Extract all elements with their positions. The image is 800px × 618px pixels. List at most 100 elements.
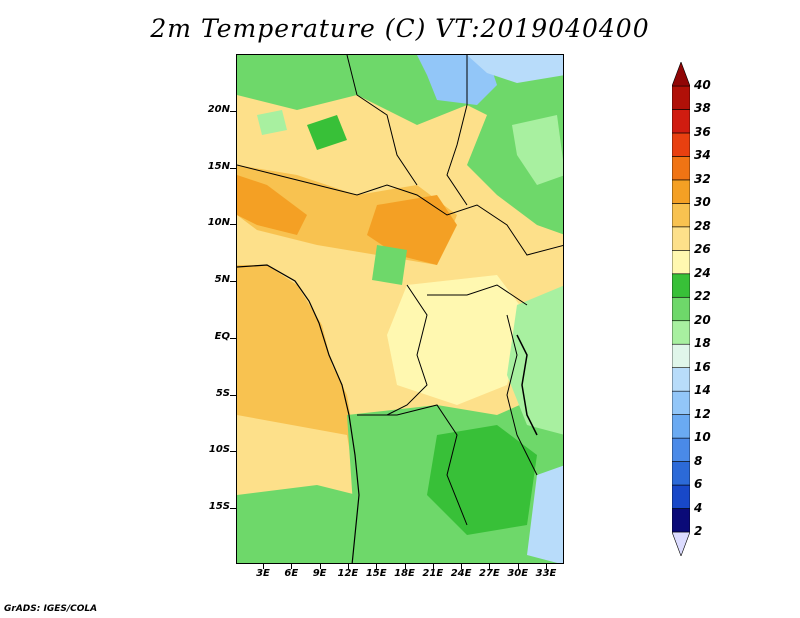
cameroon-highlands-patch	[372, 245, 407, 285]
colorbar-segment	[672, 109, 690, 134]
border-south	[357, 404, 468, 526]
colorbar-min-triangle	[672, 531, 690, 556]
colorbar-segment	[672, 179, 690, 204]
colorbar-segment	[672, 226, 690, 251]
border-central-1	[386, 284, 428, 416]
colorbar-segment	[672, 85, 690, 110]
southeast-cool-region	[527, 465, 563, 563]
north-east-cool-region	[467, 55, 563, 83]
lon-tick-mark	[404, 564, 406, 569]
colorbar-label: 24	[694, 265, 711, 280]
temperature-map	[236, 54, 564, 564]
colorbar-label: 28	[694, 218, 711, 233]
lon-tick-label: 24E	[450, 568, 472, 579]
colorbar-label: 14	[694, 383, 711, 398]
lon-tick-mark	[263, 564, 264, 569]
colorbar-segment	[672, 367, 690, 392]
lat-tick-mark	[230, 451, 236, 453]
colorbar-segment	[672, 132, 690, 157]
lat-tick-label: 5N	[214, 274, 230, 286]
lat-tick-mark	[230, 224, 236, 226]
lat-tick-label: 5S	[215, 387, 230, 399]
lon-tick-mark	[347, 564, 349, 569]
lon-tick-label: 18E	[394, 568, 415, 579]
coastline	[237, 264, 360, 563]
colorbar-label: 20	[694, 312, 711, 327]
colorbar-label: 22	[694, 289, 711, 304]
colorbar-label: 10	[694, 430, 711, 445]
lon-tick-mark	[291, 564, 293, 569]
colorbar-label: 4	[694, 500, 703, 515]
colorbar-label: 34	[694, 148, 711, 163]
lat-tick-mark	[230, 507, 236, 509]
lon-tick-mark	[517, 564, 519, 569]
colorbar-max-triangle	[672, 62, 690, 87]
lake-tanganyika	[516, 334, 538, 436]
colorbar-segment	[672, 390, 690, 415]
colorbar-label: 26	[694, 242, 711, 257]
colorbar-label: 38	[694, 101, 711, 116]
colorbar-segment	[672, 156, 690, 181]
colorbar-label: 32	[694, 171, 711, 186]
lon-tick-mark	[376, 564, 378, 569]
border-north-2	[446, 55, 468, 206]
temperature-field	[237, 55, 563, 563]
lon-tick-mark	[489, 564, 491, 569]
lon-tick-label: 27E	[479, 568, 500, 579]
colorbar-segment	[672, 461, 690, 486]
lat-tick-label: 10N	[207, 217, 230, 229]
east-african-highlands	[507, 285, 563, 435]
border-east	[506, 314, 538, 476]
lat-tick-mark	[230, 167, 236, 169]
colorbar-label: 30	[694, 195, 711, 210]
lat-tick-mark	[230, 281, 236, 283]
southern-interior-warm-green	[427, 425, 537, 535]
lat-tick-label: 20N	[207, 104, 230, 115]
lat-tick-mark	[230, 394, 236, 396]
lon-tick-label: 30E	[507, 568, 529, 579]
border-central-2	[427, 284, 528, 306]
border-north-1	[346, 55, 418, 186]
lat-tick-label: 10S	[208, 444, 230, 456]
colorbar	[672, 62, 690, 556]
west-hot-region	[237, 175, 307, 235]
colorbar-segment	[672, 250, 690, 275]
lat-tick-label: EQ	[214, 330, 230, 342]
ethiopia-cool-region	[512, 115, 563, 185]
colorbar-segment	[672, 320, 690, 345]
colorbar-label: 36	[694, 124, 711, 139]
lon-tick-label: 9E	[312, 568, 327, 579]
colorbar-label: 12	[694, 406, 711, 421]
colorbar-segment	[672, 437, 690, 462]
lon-tick-mark	[461, 564, 463, 569]
lon-tick-label: 33E	[535, 568, 557, 579]
north-green-patch	[307, 115, 347, 150]
grads-credit: GrADS: IGES/COLA	[4, 604, 98, 614]
lon-tick-label: 12E	[337, 568, 359, 579]
map-title: 2m Temperature (C) VT:2019040400	[150, 14, 650, 43]
colorbar-label: 8	[694, 453, 703, 468]
colorbar-label: 2	[694, 524, 703, 538]
lon-tick-label: 3E	[256, 568, 270, 579]
lat-tick-mark	[230, 111, 236, 112]
colorbar-label: 6	[694, 477, 703, 492]
north-cool-region	[417, 55, 497, 105]
colorbar-segment	[672, 484, 690, 509]
lat-tick-label: 15N	[207, 160, 230, 172]
colorbar-label: 40	[694, 78, 711, 92]
colorbar-segment	[672, 296, 690, 322]
northwest-cool-patch	[257, 110, 287, 135]
lon-tick-label: 21E	[422, 568, 444, 579]
colorbar-segment	[672, 343, 690, 368]
colorbar-segment	[672, 508, 690, 533]
colorbar-label: 16	[694, 359, 711, 374]
south-atlantic-cool	[237, 485, 357, 563]
border-sahel	[237, 164, 563, 256]
colorbar-segment	[672, 414, 690, 439]
lon-tick-mark	[432, 564, 434, 569]
lon-tick-mark	[546, 564, 547, 569]
lat-tick-label: 15S	[208, 500, 230, 512]
colorbar-segment	[672, 273, 690, 298]
colorbar-label: 18	[694, 336, 711, 351]
lon-tick-mark	[319, 564, 321, 569]
